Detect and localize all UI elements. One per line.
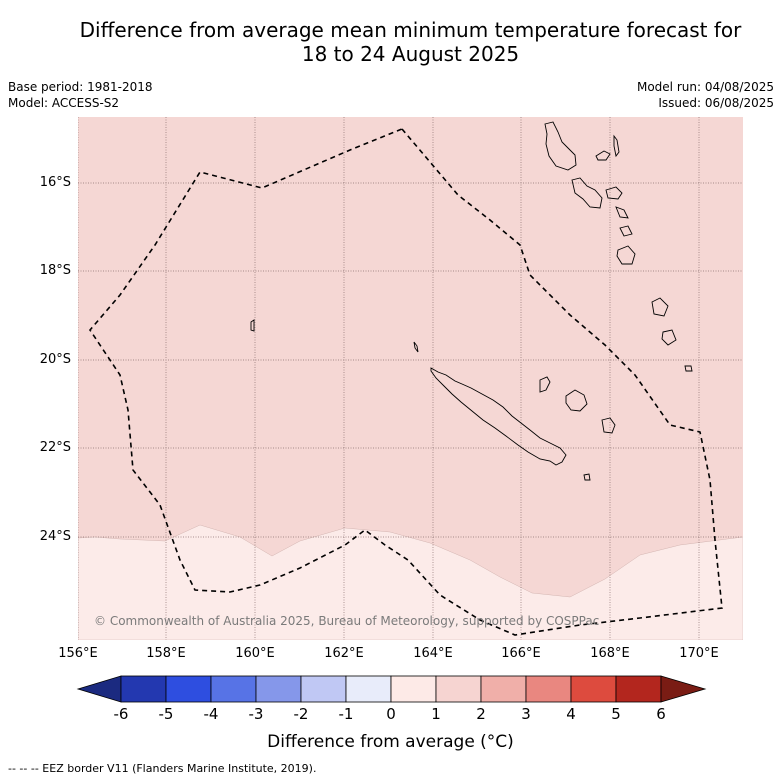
map-title: Difference from average mean minimum tem… — [0, 18, 781, 66]
copyright-notice: © Commonwealth of Australia 2025, Bureau… — [94, 614, 600, 628]
colorbar — [76, 675, 707, 703]
graticule — [78, 117, 743, 640]
malakula-island — [571, 177, 603, 209]
erromango-island — [616, 245, 636, 265]
longitude-label: 160°E — [235, 646, 275, 661]
chesterfield-islands — [250, 319, 255, 332]
meta-right: Model run: 04/08/2025 Issued: 06/08/2025 — [637, 79, 774, 111]
longitude-label: 168°E — [590, 646, 630, 661]
colorbar-tick-label: 6 — [656, 705, 666, 723]
aneityum-island — [661, 329, 677, 346]
mare-island — [601, 417, 616, 434]
colorbar-tick-label: -5 — [158, 705, 174, 723]
colorbar-segment — [300, 675, 347, 703]
title-line-2: 18 to 24 August 2025 — [301, 42, 520, 66]
new-caledonia-coastline — [430, 367, 567, 466]
colorbar-segment — [480, 675, 527, 703]
colorbar-segment — [255, 675, 302, 703]
colorbar-segment — [120, 675, 167, 703]
latitude-label: 16°S — [39, 175, 71, 190]
colorbar-label: Difference from average (°C) — [267, 732, 514, 752]
colorbar-tick-label: -6 — [113, 705, 129, 723]
colorbar-segment — [570, 675, 617, 703]
colorbar-segment — [210, 675, 257, 703]
latitude-label: 24°S — [39, 529, 71, 544]
belep-islands — [413, 341, 419, 353]
colorbar-segment — [615, 675, 662, 703]
model-name: Model: ACCESS-S2 — [8, 96, 120, 110]
espiritu-santo — [544, 121, 577, 171]
map-band-0-1 — [78, 524, 743, 640]
ouvea-island — [539, 376, 551, 393]
colorbar-tick-label: 2 — [476, 705, 486, 723]
colorbar-tick-label: 5 — [611, 705, 621, 723]
colorbar-tick-label: -1 — [338, 705, 354, 723]
latitude-label: 22°S — [39, 440, 71, 455]
longitude-label: 158°E — [146, 646, 186, 661]
colorbar-extension-low — [76, 675, 122, 703]
matthew-island — [684, 365, 693, 372]
colorbar-segment — [390, 675, 437, 703]
colorbar-segment — [345, 675, 392, 703]
latitude-label: 20°S — [39, 352, 71, 367]
ile-des-pins — [583, 473, 591, 481]
colorbar-tick-label: -4 — [203, 705, 219, 723]
colorbar-tick-label: 4 — [566, 705, 576, 723]
model-run: Model run: 04/08/2025 — [636, 80, 774, 94]
eez-legend-note: -- -- -- EEZ border V11 (Flanders Marine… — [8, 762, 317, 775]
colorbar-tick-label: 3 — [521, 705, 531, 723]
eez-border — [88, 128, 723, 636]
epi-island — [615, 206, 629, 219]
longitude-label: 170°E — [679, 646, 719, 661]
longitude-label: 164°E — [413, 646, 453, 661]
lifou-island — [565, 389, 588, 412]
colorbar-segment — [435, 675, 482, 703]
maewo-island — [613, 134, 620, 158]
base-period: Base period: 1981-2018 — [8, 80, 153, 94]
malo-island — [595, 150, 611, 161]
title-line-1: Difference from average mean minimum tem… — [79, 18, 742, 42]
longitude-label: 166°E — [501, 646, 541, 661]
colorbar-tick-label: -3 — [248, 705, 264, 723]
colorbar-segment — [165, 675, 212, 703]
ambrym-island — [605, 186, 623, 200]
issued-date: Issued: 06/08/2025 — [658, 96, 774, 110]
efate-island — [619, 225, 633, 237]
longitude-label: 162°E — [324, 646, 364, 661]
longitude-label: 156°E — [58, 646, 98, 661]
colorbar-tick-label: -2 — [293, 705, 309, 723]
colorbar-segment — [525, 675, 572, 703]
colorbar-extension-high — [660, 675, 707, 703]
latitude-label: 18°S — [39, 263, 71, 278]
colorbar-tick-label: 0 — [386, 705, 396, 723]
meta-left: Base period: 1981-2018 Model: ACCESS-S2 — [8, 79, 153, 111]
tanna-island — [651, 297, 669, 317]
colorbar-tick-label: 1 — [431, 705, 441, 723]
